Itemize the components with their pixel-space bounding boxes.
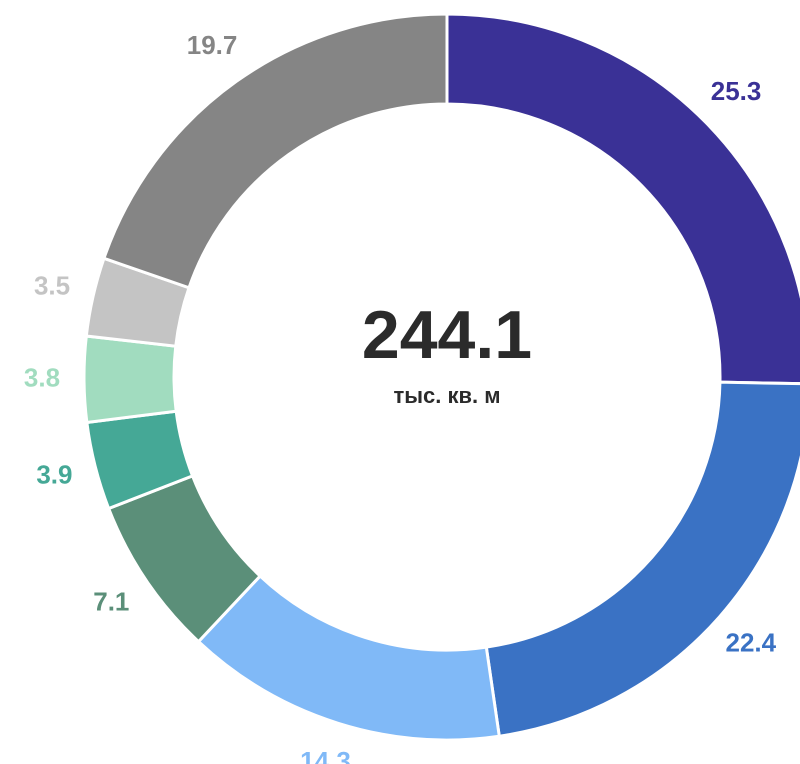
value-label: 3.5 <box>34 270 70 300</box>
donut-slice <box>196 573 501 742</box>
value-label: 22.4 <box>725 628 776 658</box>
value-label: 25.3 <box>711 76 762 106</box>
value-label: 19.7 <box>187 30 238 60</box>
donut-slice <box>484 380 800 738</box>
value-label: 3.9 <box>36 459 72 489</box>
value-label: 3.8 <box>24 362 60 392</box>
center-value: 244.1 <box>362 297 532 373</box>
center-label: тыс. кв. м <box>393 383 500 408</box>
value-label: 7.1 <box>93 586 129 616</box>
value-label: 14.3 <box>300 746 351 764</box>
donut-slice <box>102 12 449 290</box>
donut-slice <box>445 12 800 386</box>
donut-slice <box>82 334 178 425</box>
